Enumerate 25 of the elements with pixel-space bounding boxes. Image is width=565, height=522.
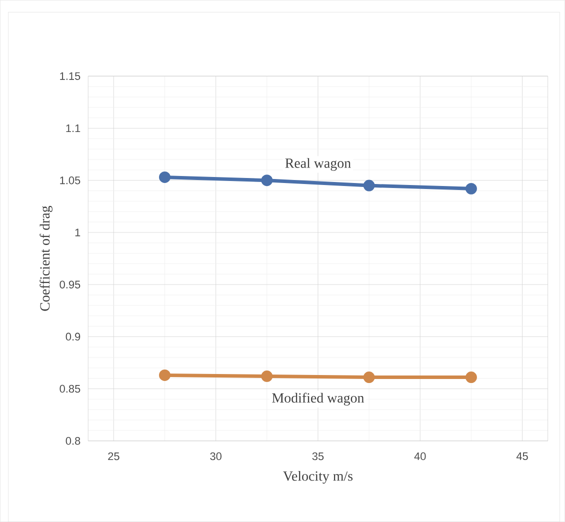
point [363, 372, 375, 384]
y-tick-label: 1.05 [60, 176, 80, 184]
x-axis-title: Velocity m/s [283, 470, 353, 484]
x-tick-label: 30 [210, 452, 222, 460]
point [465, 182, 477, 194]
point [159, 369, 171, 381]
y-tick-label: 1 [75, 228, 80, 236]
point [465, 372, 477, 384]
series-label: Modified wagon [272, 392, 364, 406]
series-label: Real wagon [285, 158, 351, 171]
point [261, 370, 273, 382]
y-tick-label: 0.95 [60, 280, 80, 288]
x-tick-label: 25 [108, 452, 120, 460]
y-tick-label: 1.15 [60, 72, 80, 80]
x-tick-label: 40 [414, 452, 426, 460]
point [261, 174, 273, 186]
point [159, 171, 171, 183]
y-tick-label: 0.8 [66, 437, 80, 445]
y-tick-label: 1.1 [66, 124, 80, 132]
x-tick-label: 35 [312, 452, 324, 460]
point [363, 180, 375, 192]
x-tick-label: 45 [516, 452, 528, 460]
y-axis-title: Coefficient of drag [40, 206, 52, 311]
y-tick-label: 0.85 [60, 384, 80, 393]
y-tick-label: 0.9 [66, 332, 80, 341]
